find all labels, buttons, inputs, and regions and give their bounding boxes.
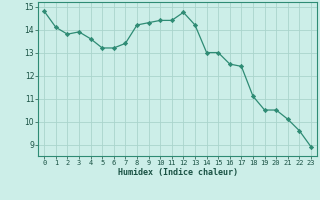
- X-axis label: Humidex (Indice chaleur): Humidex (Indice chaleur): [118, 168, 238, 177]
